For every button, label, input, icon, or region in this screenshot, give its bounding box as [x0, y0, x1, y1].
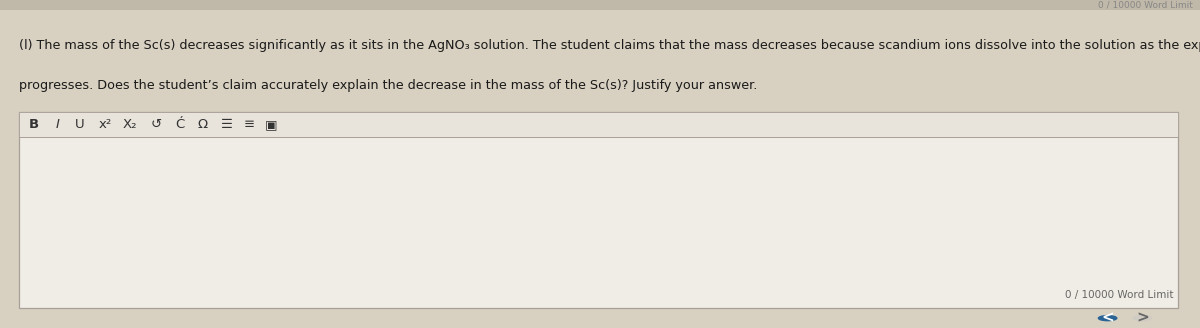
Text: ☰: ☰ [221, 118, 233, 131]
FancyBboxPatch shape [19, 112, 1178, 137]
Text: X₂: X₂ [122, 118, 137, 131]
Text: Ć: Ć [175, 118, 185, 131]
Text: >: > [1136, 311, 1148, 326]
Circle shape [1098, 316, 1117, 321]
Text: x²: x² [98, 118, 113, 131]
Text: 0 / 10000 Word Limit: 0 / 10000 Word Limit [1066, 290, 1174, 300]
Circle shape [1133, 316, 1152, 321]
FancyBboxPatch shape [19, 112, 1178, 308]
Text: ≡: ≡ [244, 118, 256, 131]
Text: 0 / 10000 Word Limit: 0 / 10000 Word Limit [1098, 1, 1193, 10]
Text: Ω: Ω [198, 118, 208, 131]
Text: ↺: ↺ [150, 118, 162, 131]
Text: U: U [74, 118, 84, 131]
Text: ▣: ▣ [265, 118, 277, 131]
Text: (l) The mass of the Sc(s) decreases significantly as it sits in the AgNO₃ soluti: (l) The mass of the Sc(s) decreases sign… [19, 39, 1200, 52]
Text: <: < [1102, 311, 1114, 326]
FancyBboxPatch shape [0, 0, 1200, 10]
Text: progresses. Does the student’s claim accurately explain the decrease in the mass: progresses. Does the student’s claim acc… [19, 79, 757, 92]
Text: I: I [55, 118, 60, 131]
Text: B: B [29, 118, 38, 131]
